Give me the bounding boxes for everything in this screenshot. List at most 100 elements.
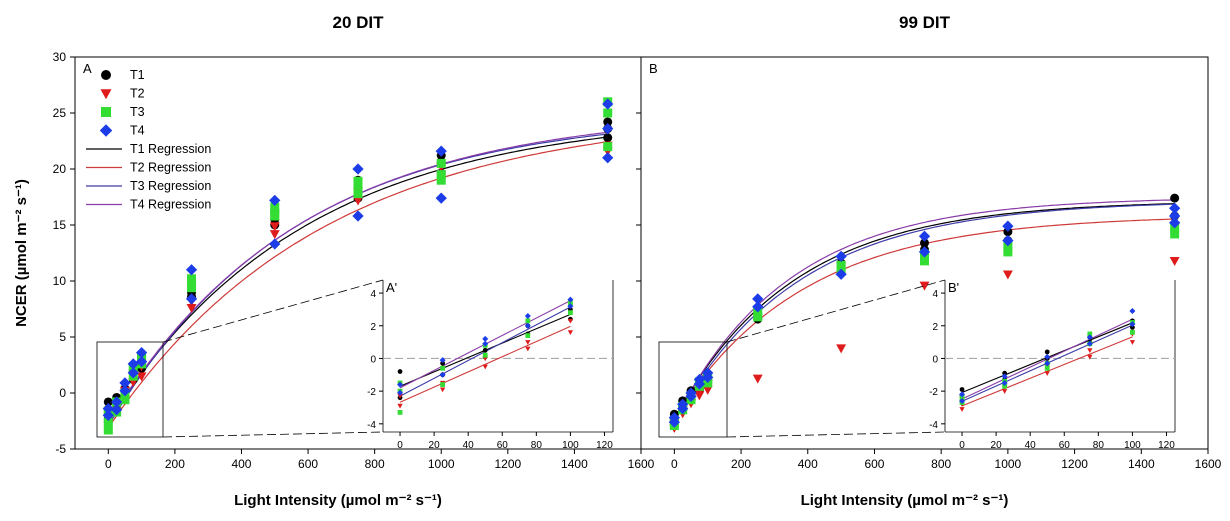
data-point bbox=[127, 358, 139, 370]
zoom-connector bbox=[726, 279, 946, 343]
y-tick-label: 10 bbox=[53, 274, 67, 288]
x-tick-label: 200 bbox=[165, 457, 185, 471]
data-point bbox=[127, 367, 139, 379]
data-point bbox=[269, 230, 280, 240]
data-point bbox=[353, 176, 363, 186]
x-tick-label: 1600 bbox=[1195, 457, 1222, 471]
inset-data-point bbox=[1129, 321, 1136, 328]
inset-data-point bbox=[568, 310, 573, 316]
data-point bbox=[602, 152, 614, 164]
inset-data-point bbox=[525, 333, 531, 338]
inset-data-point bbox=[440, 382, 446, 388]
data-point bbox=[270, 202, 280, 212]
inset-data-point bbox=[959, 407, 965, 412]
inset-data-point bbox=[482, 347, 488, 353]
inset-x-tick-label: 60 bbox=[1059, 440, 1071, 451]
data-point bbox=[352, 163, 364, 175]
inset-letter: B' bbox=[948, 280, 959, 295]
inset-x-tick-label: 20 bbox=[429, 440, 441, 451]
inset-x-tick-label: 120 bbox=[1158, 440, 1175, 451]
data-point bbox=[103, 417, 113, 427]
x-tick-label: 0 bbox=[105, 457, 112, 471]
inset-data-point bbox=[1001, 373, 1008, 380]
inset-y-tick-label: 4 bbox=[370, 289, 376, 300]
inset-data-point bbox=[397, 389, 404, 396]
x-axis-title: Light Intensity (µmol m⁻² s⁻¹) bbox=[234, 492, 442, 509]
legend-symbol bbox=[99, 124, 113, 137]
inset-B: B' 0 20 40 60 80 100 120 -4 -2 0 2 4 bbox=[929, 280, 1176, 451]
inset-x-tick-label: 0 bbox=[397, 440, 403, 451]
data-point bbox=[103, 397, 113, 407]
inset-data-point bbox=[439, 387, 446, 393]
inset-data-point bbox=[567, 330, 574, 336]
inset-x-tick-label: 40 bbox=[1025, 440, 1037, 451]
y-tick-label: -5 bbox=[55, 442, 66, 456]
x-tick-label: 200 bbox=[731, 457, 751, 471]
inset-series-2 bbox=[959, 331, 1136, 412]
data-point bbox=[603, 133, 613, 143]
inset-trend-line-2 bbox=[399, 325, 571, 403]
inset-y-tick-label: -2 bbox=[367, 387, 376, 398]
inset-data-point bbox=[1001, 379, 1008, 386]
inset-data-point bbox=[959, 397, 966, 404]
inset-data-point bbox=[397, 369, 403, 374]
inset-series-4 bbox=[397, 296, 574, 396]
x-tick-label: 0 bbox=[671, 457, 678, 471]
inset-data-point bbox=[524, 322, 531, 329]
inset-x-tick-label: 80 bbox=[531, 440, 543, 451]
data-point bbox=[685, 390, 697, 402]
inset-y-tick-label: -2 bbox=[929, 387, 938, 398]
inset-letter: A' bbox=[386, 280, 397, 295]
data-point bbox=[269, 194, 281, 206]
legend-label: T1 Regression bbox=[130, 142, 211, 156]
data-point bbox=[352, 210, 364, 222]
zoom-connector bbox=[726, 431, 946, 438]
inset-y-tick-label: 0 bbox=[932, 354, 938, 365]
data-point bbox=[1002, 220, 1014, 232]
inset-data-point bbox=[525, 318, 531, 324]
legend-label: T4 bbox=[130, 124, 145, 138]
x-tick-label: 1000 bbox=[428, 457, 455, 471]
inset-data-point bbox=[525, 346, 531, 352]
inset-data-point bbox=[439, 371, 446, 378]
inset-data-point bbox=[397, 409, 403, 415]
data-point bbox=[1169, 202, 1181, 214]
legend-label: T4 Regression bbox=[130, 198, 211, 212]
zoom-connector bbox=[162, 279, 384, 343]
data-point bbox=[353, 189, 363, 199]
inset-data-point bbox=[482, 356, 488, 362]
inset-data-point bbox=[482, 335, 489, 342]
x-tick-label: 800 bbox=[365, 457, 385, 471]
inset-y-tick-label: 0 bbox=[370, 354, 376, 365]
data-point bbox=[1170, 229, 1180, 239]
inset-A: A' 0 20 40 60 80 100 120 -4 -2 0 2 4 bbox=[367, 280, 614, 451]
inset-data-point bbox=[1129, 308, 1136, 315]
inset-data-point bbox=[1129, 340, 1136, 345]
data-point bbox=[435, 145, 447, 157]
x-tick-label: 400 bbox=[231, 457, 251, 471]
data-point bbox=[919, 281, 930, 291]
data-point bbox=[602, 123, 614, 135]
x-tick-label: 1600 bbox=[628, 457, 655, 471]
data-point bbox=[752, 301, 764, 313]
data-point bbox=[920, 256, 929, 266]
x-tick-label: 1400 bbox=[561, 457, 588, 471]
inset-data-point bbox=[568, 300, 573, 306]
y-tick-label: 15 bbox=[53, 218, 67, 232]
inset-data-point bbox=[440, 365, 446, 371]
inset-data-point bbox=[567, 303, 574, 310]
data-point bbox=[1170, 193, 1180, 203]
inset-series-2 bbox=[397, 318, 574, 409]
data-point bbox=[918, 230, 931, 242]
inset-data-point bbox=[482, 364, 488, 370]
data-point bbox=[694, 391, 705, 401]
plot-frame bbox=[640, 56, 1209, 450]
data-point bbox=[270, 211, 280, 221]
legend-label: T2 Regression bbox=[130, 161, 211, 175]
x-tick-label: 600 bbox=[864, 457, 884, 471]
inset-data-point bbox=[524, 312, 531, 319]
regression-line-2 bbox=[107, 141, 608, 429]
inset-x-tick-label: 100 bbox=[1124, 440, 1141, 451]
